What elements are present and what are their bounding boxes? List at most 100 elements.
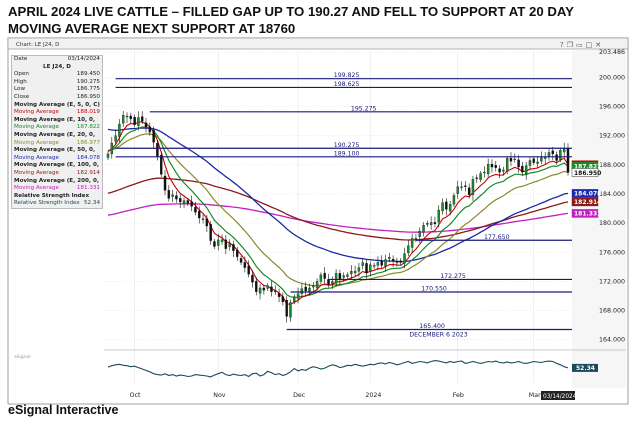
- candle-body: [429, 222, 433, 226]
- candle-body: [300, 288, 304, 294]
- candle: [524, 161, 528, 180]
- candle-body: [312, 285, 315, 288]
- level-label: 190.275: [334, 142, 360, 149]
- price-tick-label: 196.000: [599, 104, 625, 111]
- candle: [167, 184, 171, 202]
- candle: [471, 175, 475, 201]
- price-tick-label: 164.000: [599, 337, 625, 344]
- ma200-line: [107, 203, 569, 233]
- candle: [277, 288, 281, 303]
- candle: [391, 255, 395, 268]
- candle: [509, 152, 513, 167]
- candle: [562, 142, 566, 157]
- candle: [540, 151, 543, 165]
- candle: [559, 147, 562, 163]
- chart-headline: APRIL 2024 LIVE CATTLE – FILLED GAP UP T…: [8, 4, 574, 36]
- candle: [410, 233, 414, 253]
- candle: [547, 148, 551, 161]
- candle: [376, 256, 380, 271]
- close-icon[interactable]: ✕: [595, 41, 605, 49]
- candle-body: [517, 159, 520, 168]
- candle-body: [407, 245, 410, 254]
- level-label: 165.400: [419, 323, 445, 330]
- candle-body: [467, 187, 471, 195]
- data-panel-row-value: 186.950: [76, 93, 100, 100]
- candle: [357, 262, 361, 277]
- data-panel-study-heading: Moving Average (E, 5, 0, C): [14, 101, 100, 108]
- price-tick-label: 184.000: [599, 191, 625, 198]
- candle-body: [494, 165, 497, 168]
- candle: [285, 296, 288, 323]
- data-panel-row: Moving Average 186.977: [12, 140, 102, 148]
- candle-body: [243, 262, 247, 268]
- candle-body: [391, 258, 395, 262]
- candle-body: [205, 218, 209, 227]
- data-window-panel: Date 03/14/2024 LE J24, D Open 189.450 Hig…: [11, 55, 103, 209]
- data-panel-row-value: 184.078: [76, 154, 100, 161]
- candle: [266, 283, 269, 291]
- candle: [152, 126, 155, 149]
- candle: [551, 146, 554, 160]
- maximize-icon[interactable]: □: [585, 41, 596, 49]
- candle-body: [486, 163, 490, 175]
- candle: [171, 189, 174, 203]
- candle: [228, 239, 231, 251]
- candle-body: [350, 271, 353, 275]
- candle: [118, 119, 121, 143]
- candle: [346, 272, 349, 280]
- candle-body: [304, 286, 307, 292]
- time-tick-label: Nov: [213, 392, 226, 399]
- price-tag-box: [571, 189, 599, 198]
- candle: [239, 255, 243, 266]
- date-tag-label: 03/14/2024: [543, 394, 577, 400]
- candle-body: [110, 142, 114, 155]
- candle: [490, 159, 494, 173]
- candle-body: [201, 218, 205, 220]
- candle-body: [125, 115, 129, 118]
- candle: [414, 234, 418, 243]
- candle-body: [274, 290, 277, 292]
- candle-body: [122, 115, 125, 124]
- level-label: 189.100: [334, 150, 360, 157]
- candle: [163, 170, 167, 196]
- data-panel-row-label: Moving Average: [14, 124, 59, 131]
- candle: [255, 276, 258, 296]
- rsi-tag-label: 52.34: [576, 365, 595, 372]
- price-tag-box: [571, 209, 599, 218]
- candle: [304, 282, 307, 297]
- candle: [110, 136, 114, 159]
- candle: [293, 294, 296, 305]
- price-tick-label: 200.000: [599, 74, 625, 81]
- candle: [220, 234, 224, 245]
- price-axis-area: [572, 50, 626, 388]
- candle: [247, 260, 250, 278]
- candle-body: [547, 152, 551, 157]
- candle: [209, 221, 212, 245]
- question-icon[interactable]: ?: [560, 41, 567, 49]
- window-toolbar[interactable]: ?❐▭□✕: [560, 41, 604, 49]
- candle-body: [433, 222, 437, 225]
- candle-body: [555, 154, 558, 161]
- data-panel-row: High 190.275: [12, 79, 102, 87]
- data-panel-row-value: 186.977: [76, 139, 100, 146]
- minimize-icon[interactable]: ▭: [576, 41, 586, 49]
- time-tick-label: 2024: [365, 392, 381, 399]
- candle-body: [460, 186, 463, 188]
- data-panel-row-value: 182.914: [76, 169, 100, 176]
- date-tag-box: [541, 391, 575, 400]
- candle: [475, 174, 478, 183]
- ma50-line: [107, 127, 569, 263]
- candle-body: [239, 258, 243, 263]
- candle: [498, 164, 501, 179]
- restore-icon[interactable]: ❐: [566, 41, 576, 49]
- candle-body: [133, 117, 136, 125]
- candle-body: [163, 175, 167, 191]
- price-tag-box: [571, 197, 599, 207]
- candle: [483, 166, 486, 178]
- candle-body: [509, 158, 513, 162]
- candle-body: [296, 293, 300, 299]
- candle-body: [403, 253, 406, 264]
- data-panel-row-label: Moving Average: [14, 154, 59, 161]
- data-panel-row: Open 189.450: [12, 71, 102, 79]
- data-panel-row-label: Low: [14, 86, 26, 93]
